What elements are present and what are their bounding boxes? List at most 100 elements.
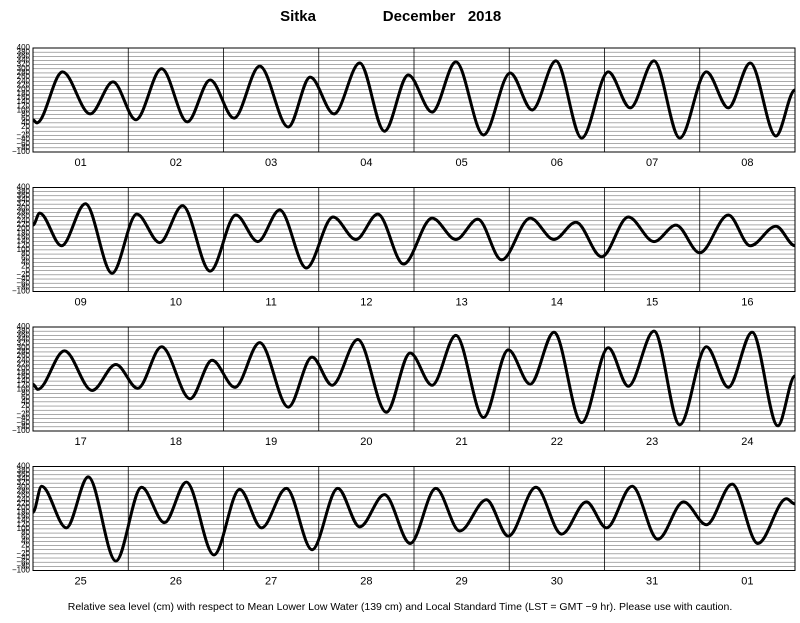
y-tick-label: 80 [21, 249, 30, 258]
x-tick-label: 15 [646, 296, 658, 308]
plot-frame [32, 47, 796, 153]
y-tick-label: −20 [16, 270, 30, 279]
y-tick-label: 340 [17, 335, 31, 344]
y-tick-label: 140 [17, 97, 31, 106]
x-tick-label: 07 [646, 157, 658, 169]
y-tick-label: 340 [17, 195, 31, 204]
y-tick-label: 320 [17, 339, 31, 348]
y-tick-label: 100 [17, 385, 31, 394]
tide-line [32, 59, 797, 140]
plot-frame [32, 187, 796, 292]
station-title: Sitka [280, 8, 317, 25]
x-tick-label: 17 [75, 436, 87, 448]
y-tick-label: 220 [17, 220, 31, 229]
y-tick-label: 400 [17, 462, 31, 471]
x-tick-label: 16 [741, 296, 753, 308]
plot-frame [32, 466, 796, 571]
y-tick-label: 220 [17, 81, 31, 90]
y-tick-label: 0 [26, 405, 31, 414]
y-tick-label: 260 [17, 212, 31, 221]
x-tick-label: 21 [456, 436, 468, 448]
x-tick-label: 01 [741, 575, 753, 587]
plot-frame [32, 326, 796, 432]
y-tick-label: 260 [17, 351, 31, 360]
y-tick-label: 0 [26, 266, 31, 275]
y-tick-label: 40 [21, 536, 30, 545]
y-tick-label: 380 [17, 187, 31, 196]
y-tick-label: 40 [21, 257, 30, 266]
y-tick-label: 200 [17, 85, 31, 94]
y-tick-label: 0 [26, 545, 31, 554]
x-tick-label: 30 [551, 575, 563, 587]
y-tick-label: −40 [16, 135, 30, 144]
y-tick-label: 120 [17, 101, 31, 110]
y-tick-label: 280 [17, 347, 31, 356]
x-tick-label: 09 [75, 296, 87, 308]
y-tick-label: 360 [17, 191, 31, 200]
y-tick-label: 400 [17, 43, 31, 52]
y-tick-label: 120 [17, 380, 31, 389]
y-tick-label: 240 [17, 216, 31, 225]
y-tick-label: 40 [21, 397, 30, 406]
y-tick-label: 180 [17, 368, 31, 377]
y-tick-label: 340 [17, 56, 31, 65]
y-tick-label: 60 [21, 253, 30, 262]
x-tick-label: 29 [456, 575, 468, 587]
y-tick-label: 20 [21, 401, 30, 410]
y-tick-label: 300 [17, 343, 31, 352]
y-tick-label: 260 [17, 491, 31, 500]
y-tick-label: 360 [17, 330, 31, 339]
y-tick-label: 60 [21, 532, 30, 541]
y-tick-label: −80 [16, 561, 30, 570]
y-tick-label: 320 [17, 478, 31, 487]
y-tick-label: 320 [17, 199, 31, 208]
x-tick-label: 22 [551, 436, 563, 448]
y-tick-label: 320 [17, 60, 31, 69]
y-tick-label: 180 [17, 89, 31, 98]
y-tick-label: 0 [26, 126, 31, 135]
y-tick-label: −40 [16, 414, 30, 423]
y-tick-label: −100 [12, 147, 31, 156]
y-tick-label: −60 [16, 557, 30, 566]
y-tick-label: 280 [17, 68, 31, 77]
x-tick-label: 20 [360, 436, 372, 448]
y-tick-label: 60 [21, 393, 30, 402]
y-tick-label: 380 [17, 466, 31, 475]
y-tick-label: −40 [16, 274, 30, 283]
tide-line [32, 329, 797, 428]
y-tick-label: 20 [21, 541, 30, 550]
y-tick-label: 340 [17, 474, 31, 483]
x-tick-label: 31 [646, 575, 658, 587]
y-tick-label: −60 [16, 418, 30, 427]
y-tick-label: 20 [21, 262, 30, 271]
month-title: December 2018 [383, 8, 501, 25]
y-tick-label: −100 [12, 287, 31, 296]
y-tick-label: 220 [17, 360, 31, 369]
x-tick-label: 24 [741, 436, 753, 448]
y-tick-label: −80 [16, 422, 30, 431]
x-tick-label: 26 [170, 575, 182, 587]
y-tick-label: 380 [17, 47, 31, 56]
y-tick-label: −20 [16, 409, 30, 418]
y-tick-label: 160 [17, 233, 31, 242]
y-tick-label: −80 [16, 143, 30, 152]
footnote: Relative sea level (cm) with respect to … [68, 601, 733, 613]
y-tick-label: 240 [17, 76, 31, 85]
y-tick-label: 260 [17, 72, 31, 81]
x-tick-label: 03 [265, 157, 277, 169]
y-tick-label: 360 [17, 51, 31, 60]
tide-line [32, 202, 796, 275]
y-tick-label: 140 [17, 237, 31, 246]
y-tick-label: 120 [17, 241, 31, 250]
y-tick-label: 380 [17, 326, 31, 335]
y-tick-label: 120 [17, 520, 31, 529]
y-tick-label: 240 [17, 355, 31, 364]
y-tick-label: 400 [17, 322, 31, 331]
x-tick-label: 08 [741, 157, 753, 169]
y-tick-label: −20 [16, 130, 30, 139]
y-tick-label: 180 [17, 507, 31, 516]
y-tick-label: 180 [17, 228, 31, 237]
y-tick-label: 100 [17, 106, 31, 115]
y-tick-label: 140 [17, 376, 31, 385]
